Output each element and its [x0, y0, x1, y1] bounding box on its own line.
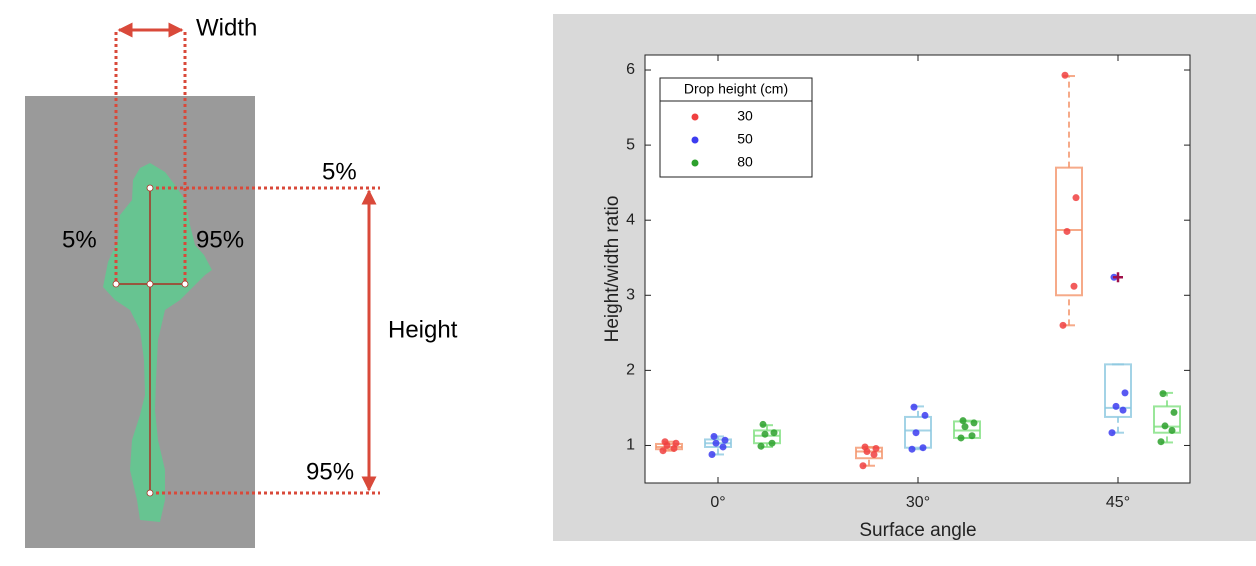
data-point — [919, 444, 927, 452]
data-point — [1063, 227, 1071, 235]
data-point — [659, 447, 667, 455]
y-axis-label: Height/width ratio — [602, 196, 623, 343]
legend-label: 50 — [737, 131, 753, 147]
data-point — [719, 443, 727, 451]
point — [181, 280, 189, 288]
data-point — [757, 442, 765, 450]
drop-diagram: Width 5% 95% 5% 95% Height — [25, 14, 458, 548]
data-point — [912, 429, 920, 437]
x-axis-label: Surface angle — [859, 520, 976, 541]
data-point — [921, 411, 929, 419]
data-point — [910, 403, 918, 411]
data-point — [970, 419, 978, 427]
data-point — [770, 429, 778, 437]
box — [1055, 166, 1083, 297]
data-point — [861, 443, 869, 451]
data-point — [859, 462, 867, 470]
drop-mask — [103, 163, 212, 522]
data-point — [959, 417, 967, 425]
data-point — [957, 434, 965, 442]
data-point — [721, 436, 729, 444]
plot: 1 2 3 4 5 6 0° 30° 45° Drop height (cm) 30 50 80 — [626, 55, 1190, 511]
y-tick-label: 2 — [626, 362, 635, 379]
data-point — [761, 430, 769, 438]
data-point — [1119, 406, 1127, 414]
y-tick-label: 5 — [626, 136, 635, 153]
outlier — [1113, 272, 1123, 283]
data-point — [1168, 426, 1176, 434]
data-point — [712, 439, 720, 447]
label: Width — [196, 14, 257, 41]
data-point — [672, 439, 680, 447]
data-point — [1059, 321, 1067, 329]
data-point — [1157, 438, 1165, 446]
label: 5% — [62, 226, 97, 253]
legend-marker — [691, 159, 699, 167]
legend-label: 30 — [737, 108, 753, 124]
y-tick-label: 4 — [626, 211, 635, 228]
y-tick-label: 1 — [626, 437, 635, 454]
data-point — [661, 438, 669, 446]
data-point — [1070, 282, 1078, 290]
data-point — [908, 445, 916, 453]
box — [904, 415, 932, 449]
data-point — [768, 439, 776, 447]
x-tick-label: 0° — [710, 494, 725, 511]
y-tick-label: 6 — [626, 61, 635, 78]
data-point — [759, 420, 767, 428]
data-point — [872, 444, 880, 452]
data-point — [708, 450, 716, 458]
box — [1104, 363, 1132, 418]
data-point — [1072, 194, 1080, 202]
data-point — [870, 450, 878, 458]
point — [112, 280, 120, 288]
data-point — [1170, 408, 1178, 416]
legend-marker — [691, 136, 699, 144]
data-point — [1159, 390, 1167, 398]
point — [146, 489, 154, 497]
label: 95% — [196, 226, 244, 253]
legend-box — [659, 77, 813, 178]
point — [146, 184, 154, 192]
label: 5% — [322, 158, 357, 185]
box — [855, 446, 883, 460]
legend-label: 80 — [737, 154, 753, 170]
data-point — [961, 423, 969, 431]
y-tick-label: 3 — [626, 286, 635, 303]
data-point — [1061, 71, 1069, 79]
box — [1153, 405, 1181, 434]
label: 95% — [306, 458, 354, 485]
data-point — [1112, 402, 1120, 410]
label: Height — [388, 316, 458, 343]
data-point — [710, 432, 718, 440]
data-point — [1121, 389, 1129, 397]
data-point — [670, 444, 678, 452]
data-point — [1161, 422, 1169, 430]
x-tick-label: 30° — [906, 494, 930, 511]
data-point — [968, 432, 976, 440]
box — [753, 429, 781, 445]
legend-marker — [691, 113, 699, 121]
x-tick-label: 45° — [1106, 494, 1130, 511]
data-point — [1108, 429, 1116, 437]
point — [146, 280, 154, 288]
legend-title: Drop height (cm) — [684, 81, 788, 97]
